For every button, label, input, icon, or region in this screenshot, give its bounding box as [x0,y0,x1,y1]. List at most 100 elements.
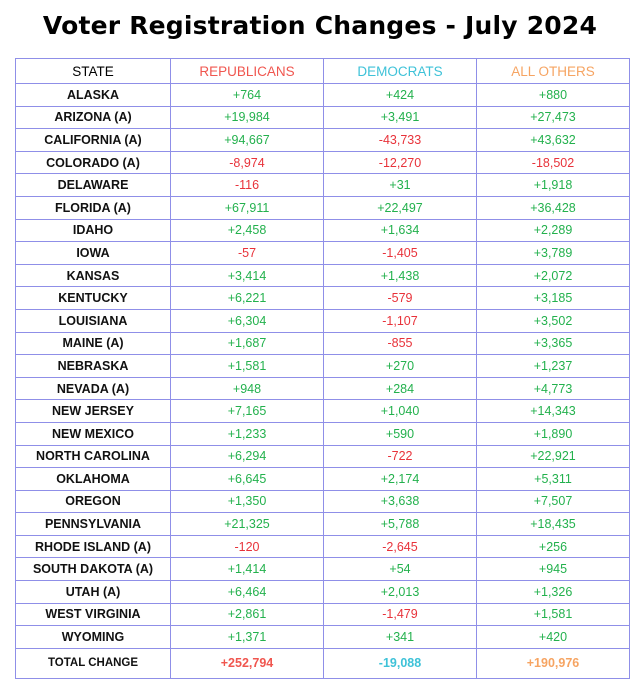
all-others-cell: +1,237 [476,354,630,378]
republicans-cell: +1,414 [170,557,324,582]
table-row: DELAWARE -116 +31 +1,918 [15,173,630,197]
state-cell: ALASKA [15,83,171,107]
state-cell: IDAHO [15,218,171,243]
democrats-cell: +22,497 [323,195,477,220]
republicans-cell: +1,687 [170,331,324,356]
democrats-cell: +1,634 [323,218,477,243]
total-label: TOTAL CHANGE [15,647,171,679]
state-cell: OREGON [15,489,171,514]
state-cell: DELAWARE [15,173,171,197]
state-cell: RHODE ISLAND (A) [15,534,171,559]
table-row: ALASKA +764 +424 +880 [15,83,630,107]
all-others-cell: +3,365 [476,331,630,356]
republicans-cell: -120 [170,534,324,559]
table-row: OKLAHOMA +6,645 +2,174 +5,311 [15,467,630,491]
all-others-cell: +43,632 [476,128,630,152]
table-row: SOUTH DAKOTA (A) +1,414 +54 +945 [15,557,630,582]
all-others-cell: +420 [476,625,630,649]
democrats-cell: +2,013 [323,580,477,604]
democrats-cell: -1,107 [323,308,477,333]
republicans-cell: -8,974 [170,150,324,175]
total-democrats: -19,088 [323,647,477,679]
table-row: FLORIDA (A) +67,911 +22,497 +36,428 [15,195,630,220]
democrats-cell: +3,491 [323,105,477,130]
state-cell: NORTH CAROLINA [15,444,171,469]
total-republicans: +252,794 [170,647,324,679]
state-cell: NEW MEXICO [15,421,171,446]
republicans-cell: +2,861 [170,602,324,627]
state-cell: KENTUCKY [15,286,171,310]
state-cell: NEW JERSEY [15,399,171,423]
all-others-cell: +22,921 [476,444,630,469]
table-row: KENTUCKY +6,221 -579 +3,185 [15,286,630,310]
state-cell: ARIZONA (A) [15,105,171,130]
all-others-cell: +2,289 [476,218,630,243]
republicans-cell: +1,350 [170,489,324,514]
democrats-cell: +1,438 [323,263,477,288]
table-row: RHODE ISLAND (A) -120 -2,645 +256 [15,534,630,559]
democrats-cell: +2,174 [323,467,477,491]
all-others-cell: +36,428 [476,195,630,220]
table-row: WYOMING +1,371 +341 +420 [15,625,630,649]
table-row: NORTH CAROLINA +6,294 -722 +22,921 [15,444,630,469]
republicans-cell: +67,911 [170,195,324,220]
all-others-cell: +3,185 [476,286,630,310]
table-row: OREGON +1,350 +3,638 +7,507 [15,489,630,514]
republicans-cell: +6,294 [170,444,324,469]
table-row: WEST VIRGINIA +2,861 -1,479 +1,581 [15,602,630,627]
state-cell: SOUTH DAKOTA (A) [15,557,171,582]
all-others-cell: +18,435 [476,512,630,536]
state-cell: MAINE (A) [15,331,171,356]
all-others-cell: +2,072 [476,263,630,288]
republicans-cell: +21,325 [170,512,324,536]
democrats-cell: +54 [323,557,477,582]
table-row: NEBRASKA +1,581 +270 +1,237 [15,354,630,378]
state-cell: WYOMING [15,625,171,649]
democrats-cell: -1,405 [323,241,477,265]
all-others-cell: -18,502 [476,150,630,175]
republicans-cell: +764 [170,83,324,107]
democrats-cell: +424 [323,83,477,107]
state-cell: KANSAS [15,263,171,288]
state-cell: WEST VIRGINIA [15,602,171,627]
state-cell: NEBRASKA [15,354,171,378]
republicans-cell: -57 [170,241,324,265]
header-row: STATE REPUBLICANS DEMOCRATS ALL OTHERS [15,58,630,84]
all-others-cell: +256 [476,534,630,559]
all-others-cell: +5,311 [476,467,630,491]
all-others-cell: +880 [476,83,630,107]
total-row: TOTAL CHANGE +252,794 -19,088 +190,976 [15,647,630,679]
democrats-cell: +3,638 [323,489,477,514]
header-democrats: DEMOCRATS [323,58,477,84]
republicans-cell: +19,984 [170,105,324,130]
state-cell: COLORADO (A) [15,150,171,175]
table-row: NEW JERSEY +7,165 +1,040 +14,343 [15,399,630,423]
table-row: LOUISIANA +6,304 -1,107 +3,502 [15,308,630,333]
table-row: KANSAS +3,414 +1,438 +2,072 [15,263,630,288]
republicans-cell: +6,645 [170,467,324,491]
republicans-cell: +6,304 [170,308,324,333]
table-row: MAINE (A) +1,687 -855 +3,365 [15,331,630,356]
all-others-cell: +1,581 [476,602,630,627]
democrats-cell: -1,479 [323,602,477,627]
table-row: COLORADO (A) -8,974 -12,270 -18,502 [15,150,630,175]
republicans-cell: +1,581 [170,354,324,378]
democrats-cell: +5,788 [323,512,477,536]
republicans-cell: +948 [170,376,324,401]
democrats-cell: -579 [323,286,477,310]
state-cell: PENNSYLVANIA [15,512,171,536]
state-cell: NEVADA (A) [15,376,171,401]
header-all-others: ALL OTHERS [476,58,630,84]
table-row: CALIFORNIA (A) +94,667 -43,733 +43,632 [15,128,630,152]
all-others-cell: +4,773 [476,376,630,401]
democrats-cell: -12,270 [323,150,477,175]
republicans-cell: +2,458 [170,218,324,243]
democrats-cell: -722 [323,444,477,469]
page-title: Voter Registration Changes - July 2024 [42,11,598,40]
republicans-cell: +1,233 [170,421,324,446]
democrats-cell: +284 [323,376,477,401]
democrats-cell: -2,645 [323,534,477,559]
all-others-cell: +945 [476,557,630,582]
democrats-cell: +31 [323,173,477,197]
state-cell: CALIFORNIA (A) [15,128,171,152]
